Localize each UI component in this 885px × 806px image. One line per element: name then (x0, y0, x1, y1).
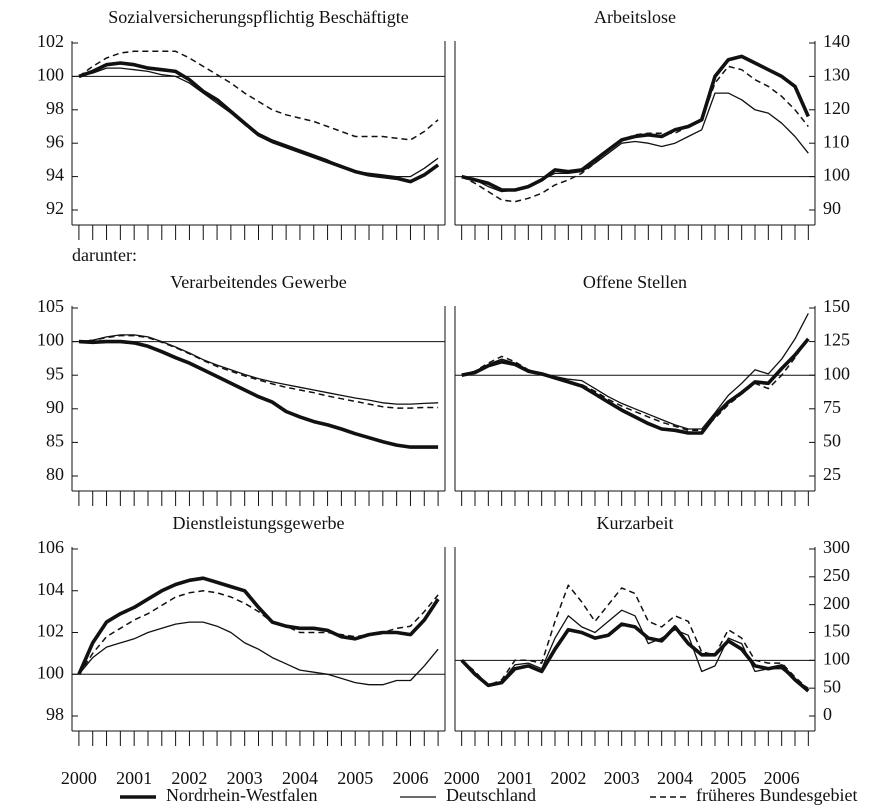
series-line (461, 584, 809, 690)
x-tick-label: 2000 (444, 768, 480, 788)
y-tick-label: 150 (823, 621, 850, 641)
chart-title: Kurzarbeit (597, 513, 674, 533)
y-tick-label: 75 (823, 397, 841, 417)
series-line (460, 622, 810, 693)
y-tick-label: 300 (823, 537, 850, 557)
y-tick-label: 150 (823, 296, 850, 316)
x-tick-label: 2006 (392, 768, 428, 788)
y-tick-label: 102 (37, 621, 64, 641)
x-tick-label: 2003 (604, 768, 640, 788)
y-tick-label: 80 (46, 464, 64, 484)
y-tick-label: 140 (823, 31, 850, 51)
y-tick-label: 95 (46, 363, 64, 383)
series-line (78, 590, 439, 675)
series-line (461, 313, 809, 430)
y-tick-label: 90 (46, 397, 64, 417)
series-line (78, 61, 440, 184)
x-tick-label: 2001 (497, 768, 533, 788)
y-tick-label: 98 (46, 98, 64, 118)
y-tick-label: 96 (46, 131, 64, 151)
y-tick-label: 100 (823, 363, 850, 383)
section-label: darunter: (72, 245, 137, 265)
x-tick-label: 2006 (764, 768, 800, 788)
y-tick-label: 100 (823, 165, 850, 185)
y-tick-label: 94 (46, 165, 64, 185)
chart-title: Sozialversicherungspflichtig Beschäftigt… (108, 7, 408, 27)
series-line (461, 609, 809, 689)
chart-title: Dienstleistungsgewerbe (173, 513, 345, 533)
series-line (78, 50, 439, 141)
y-tick-label: 106 (37, 537, 64, 557)
y-tick-label: 110 (823, 131, 849, 151)
series-line (461, 65, 809, 203)
series-line (78, 334, 439, 409)
series-line (78, 67, 439, 178)
y-tick-label: 100 (37, 330, 64, 350)
series-line (78, 621, 439, 686)
x-tick-label: 2002 (550, 768, 586, 788)
y-tick-label: 105 (37, 296, 64, 316)
y-tick-label: 250 (823, 565, 850, 585)
y-tick-label: 92 (46, 198, 64, 218)
chart-title: Verarbeitendes Gewerbe (170, 272, 346, 292)
x-tick-label: 2000 (61, 768, 97, 788)
y-tick-label: 102 (37, 31, 64, 51)
y-tick-label: 100 (823, 648, 850, 668)
legend-label: früheres Bundesgebiet (696, 785, 857, 805)
y-tick-label: 90 (823, 198, 841, 218)
series-line (461, 92, 809, 193)
x-tick-label: 2001 (116, 768, 152, 788)
series-line (78, 339, 439, 449)
x-tick-label: 2005 (337, 768, 373, 788)
x-tick-label: 2005 (710, 768, 746, 788)
y-tick-label: 100 (37, 65, 64, 85)
legend-label: Deutschland (446, 785, 536, 805)
x-tick-label: 2004 (657, 768, 693, 788)
chart-title: Offene Stellen (583, 272, 687, 292)
y-tick-label: 50 (823, 431, 841, 451)
x-tick-label: 2003 (227, 768, 263, 788)
series-line (461, 337, 809, 432)
y-tick-label: 25 (823, 464, 841, 484)
y-tick-label: 0 (823, 704, 832, 724)
y-tick-label: 85 (46, 431, 64, 451)
legend-label: Nordrhein-Westfalen (166, 785, 318, 805)
y-tick-label: 120 (823, 98, 850, 118)
y-tick-label: 130 (823, 65, 850, 85)
series-line (461, 337, 810, 435)
series-line (78, 334, 439, 405)
y-tick-label: 104 (37, 579, 64, 599)
chart-title: Arbeitslose (594, 7, 676, 27)
y-tick-label: 98 (46, 704, 64, 724)
series-line (77, 576, 440, 676)
x-tick-label: 2002 (171, 768, 207, 788)
x-tick-label: 2004 (282, 768, 318, 788)
y-tick-label: 50 (823, 676, 841, 696)
y-tick-label: 125 (823, 330, 850, 350)
series-line (461, 54, 810, 192)
y-tick-label: 200 (823, 593, 850, 613)
y-tick-label: 100 (37, 662, 64, 682)
